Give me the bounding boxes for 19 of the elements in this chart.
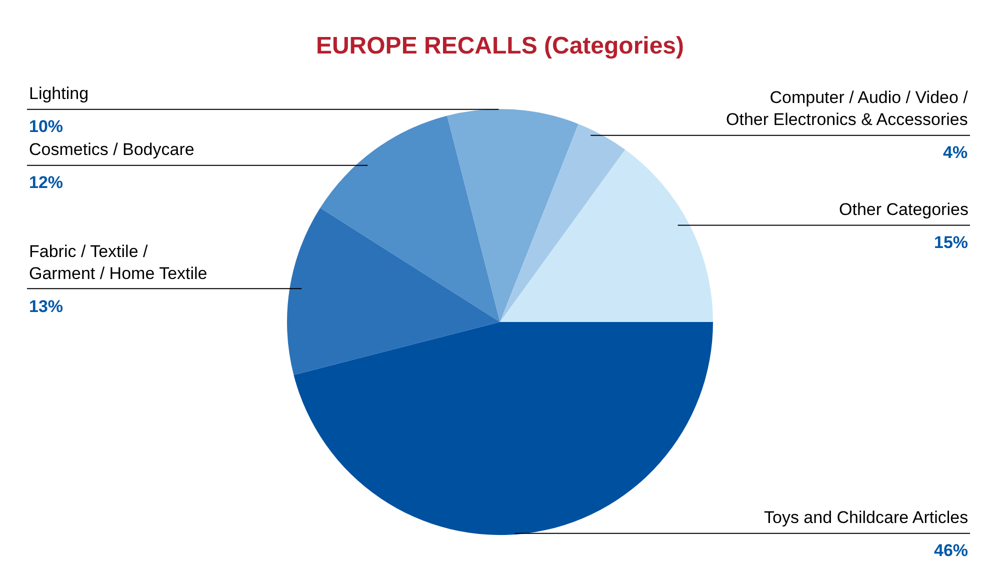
pie-slice	[500, 124, 626, 322]
data-label: 4%	[943, 143, 968, 162]
slice-label: Toys and Childcare Articles	[764, 508, 968, 527]
slice-label: Computer / Audio / Video / Other Electronics & Accessories	[726, 88, 968, 130]
pie-slice	[500, 150, 713, 322]
chart-title: EUROPE RECALLS (Categories)	[316, 32, 684, 60]
slice-label: Cosmetics / Bodycare	[29, 140, 194, 159]
pie-slice	[320, 116, 500, 322]
slice-label: Fabric / Textile / Garment / Home Textile	[29, 242, 208, 284]
data-label: 15%	[934, 233, 968, 252]
pie-slice	[447, 109, 578, 322]
data-label: 46%	[934, 541, 968, 560]
pie-slice	[287, 208, 500, 375]
slice-label: Other Categories	[839, 200, 968, 219]
data-label: 12%	[29, 173, 64, 192]
data-label: 10%	[29, 117, 64, 136]
pie-slice	[294, 322, 713, 535]
slice-label: Lighting	[29, 84, 89, 103]
data-label: 13%	[29, 297, 64, 316]
